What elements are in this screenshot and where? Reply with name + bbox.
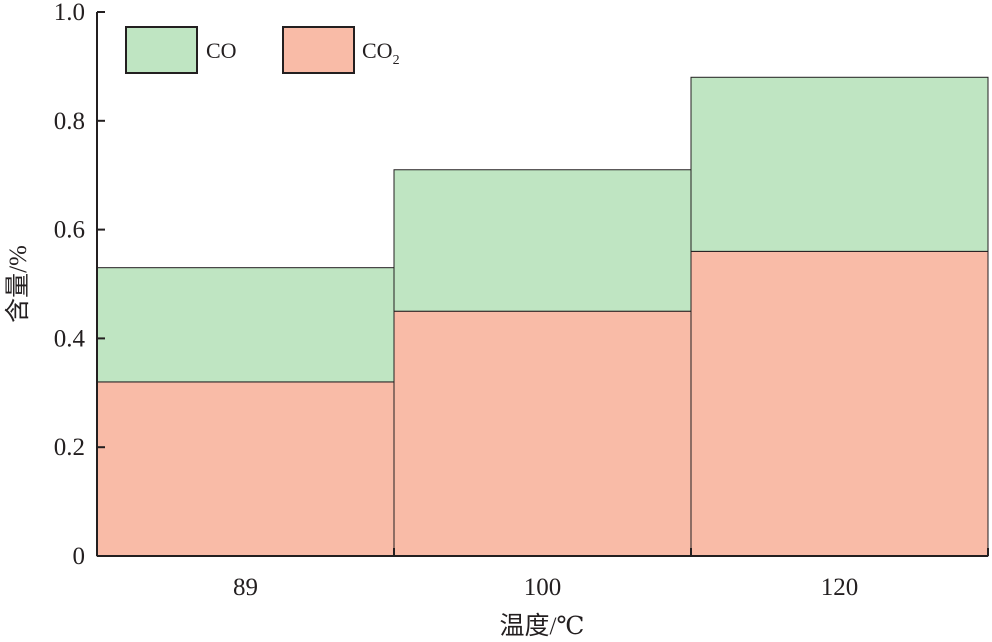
bar-100-series-0 (393, 310, 692, 557)
y-tick-label: 1.0 (54, 0, 85, 26)
y-ticks: 0 0.2 0.4 0.6 0.8 1.0 (54, 0, 105, 570)
y-tick-label: 0.8 (54, 108, 85, 135)
y-tick-label: 0.4 (54, 325, 86, 352)
legend-swatch (125, 26, 198, 74)
x-axis-title: 温度/℃ (500, 612, 585, 640)
y-tick-label: 0 (73, 543, 86, 570)
legend-swatch (282, 26, 355, 74)
x-tick-label: 100 (524, 574, 562, 601)
bar-100-series-1 (393, 169, 692, 312)
y-tick-label: 0.6 (54, 217, 85, 244)
bar-120-series-1 (690, 76, 989, 252)
bar-89-series-0 (96, 381, 395, 557)
legend: CO CO2 (125, 26, 400, 74)
axes-layer (96, 12, 988, 557)
y-axis-title: 含量/% (4, 245, 32, 323)
bar-89-series-1 (96, 267, 395, 383)
legend-label: CO2 (362, 38, 400, 68)
y-tick-label: 0.2 (54, 434, 85, 461)
x-ticks: 89 100 120 (96, 548, 989, 601)
bars-layer (96, 76, 989, 557)
bar-120-series-0 (690, 250, 989, 557)
legend-label: CO (206, 38, 237, 63)
x-tick-label: 120 (821, 574, 859, 601)
legend-label-subscript: 2 (393, 53, 400, 68)
x-tick-label: 89 (233, 574, 258, 601)
